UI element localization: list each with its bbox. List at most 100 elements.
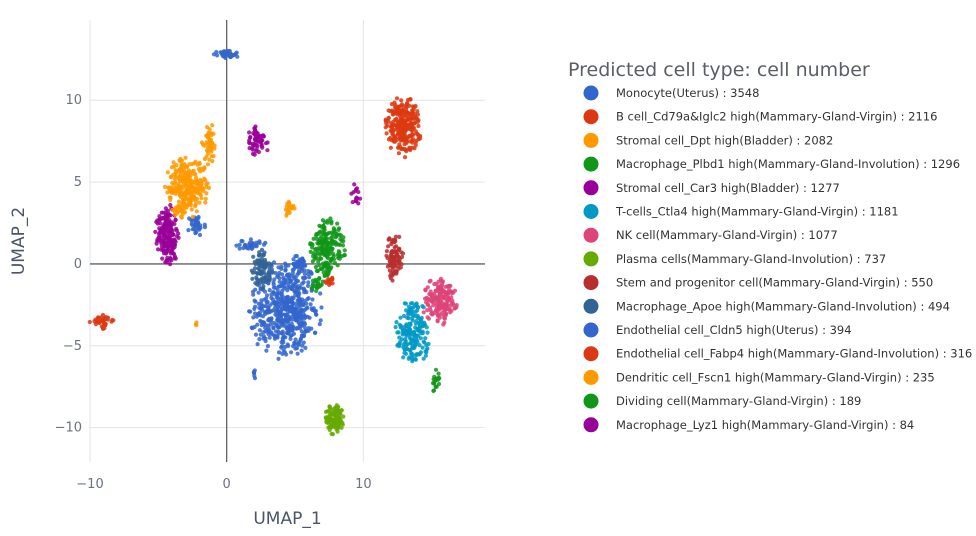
data-point [197, 160, 202, 165]
data-point [284, 352, 289, 357]
data-point [333, 419, 338, 424]
data-point [202, 143, 207, 148]
data-point [308, 302, 313, 307]
y-tick-label: −5 [63, 339, 82, 354]
data-point [167, 229, 172, 234]
legend-item[interactable]: Stromal cell_Dpt high(Bladder) : 2082 [583, 132, 834, 148]
data-point [391, 127, 396, 132]
data-point [334, 414, 339, 419]
legend-item[interactable]: T-cells_Ctla4 high(Mammary-Gland-Virgin)… [583, 204, 899, 219]
data-point [178, 156, 183, 162]
data-point [390, 273, 395, 278]
data-point [425, 346, 430, 351]
legend-marker [583, 227, 599, 243]
legend-item[interactable]: Monocyte(Uterus) : 3548 [583, 85, 760, 101]
data-point [317, 322, 322, 327]
data-point [384, 249, 389, 254]
data-point [257, 240, 262, 245]
data-point [403, 136, 408, 141]
data-point [265, 310, 270, 315]
data-point [109, 319, 114, 324]
data-point [308, 269, 313, 274]
data-point [174, 187, 179, 192]
data-point [251, 315, 256, 320]
series-7-points [323, 403, 346, 437]
legend-item[interactable]: Dividing cell(Mammary-Gland-Virgin) : 18… [583, 393, 862, 409]
legend-item[interactable]: Stem and progenitor cell(Mammary-Gland-V… [583, 275, 934, 291]
data-point [433, 367, 439, 372]
data-point [153, 229, 158, 234]
legend-item[interactable]: Endothelial cell_Fabp4 high(Mammary-Glan… [583, 346, 973, 362]
data-point [327, 424, 332, 429]
legend: Monocyte(Uterus) : 3548 B cell_Cd79a&Iglc… [583, 85, 973, 433]
legend-label: Endothelial cell_Cldn5 high(Uterus) : 39… [616, 323, 852, 337]
data-point [261, 336, 266, 341]
grid-lines [89, 20, 485, 462]
data-point [172, 176, 177, 181]
data-point [314, 288, 319, 294]
data-point [425, 308, 430, 313]
data-point [290, 314, 295, 319]
legend-label: NK cell(Mammary-Gland-Virgin) : 1077 [616, 228, 838, 242]
data-point [204, 154, 209, 159]
data-point [275, 274, 280, 279]
data-point [386, 108, 391, 113]
data-point [271, 325, 276, 330]
legend-item[interactable]: Plasma cells(Mammary-Gland-Involution) :… [583, 251, 887, 267]
data-point [423, 336, 428, 341]
data-point [389, 108, 394, 113]
data-point [337, 226, 342, 231]
data-point [164, 240, 170, 245]
data-point [401, 313, 407, 319]
legend-item[interactable]: Stromal cell_Car3 high(Bladder) : 1277 [583, 180, 840, 196]
data-point [193, 186, 198, 191]
legend-item[interactable]: Macrophage_Plbd1 high(Mammary-Gland-Invo… [583, 156, 961, 172]
data-point [228, 52, 233, 57]
data-point [190, 169, 195, 174]
data-point [291, 324, 296, 329]
data-point [411, 305, 416, 310]
data-point [295, 351, 300, 356]
data-point [335, 263, 340, 268]
data-point [413, 325, 418, 330]
data-point [294, 326, 299, 331]
data-point [183, 155, 188, 160]
data-point [204, 191, 209, 196]
data-point [188, 173, 193, 178]
zero-lines [90, 20, 485, 462]
legend-marker [583, 180, 599, 196]
data-point [414, 301, 419, 306]
data-point [352, 182, 357, 187]
data-point [440, 287, 445, 292]
data-point [285, 342, 290, 347]
data-point [289, 295, 294, 300]
data-point [421, 356, 426, 361]
legend-item[interactable]: B cell_Cd79a&Iglc2 high(Mammary-Gland-Vi… [583, 109, 938, 125]
data-point [448, 289, 453, 294]
data-point [165, 170, 170, 175]
legend-item[interactable]: Macrophage_Apoe high(Mammary-Gland-Invol… [583, 298, 950, 314]
data-point [401, 109, 407, 114]
data-point [171, 251, 176, 256]
data-point [255, 258, 260, 263]
data-point [198, 223, 203, 228]
data-point [301, 340, 306, 345]
data-point [321, 270, 326, 275]
x-tick-label: −10 [76, 477, 103, 492]
data-point [250, 276, 255, 281]
data-point [187, 184, 192, 189]
data-point [338, 410, 343, 416]
legend-label: Stem and progenitor cell(Mammary-Gland-V… [616, 276, 933, 290]
data-point [402, 142, 407, 147]
data-point [390, 132, 395, 137]
legend-item[interactable]: Macrophage_Lyz1 high(Mammary-Gland-Virgi… [583, 417, 915, 433]
data-point [420, 331, 425, 336]
data-point [159, 244, 164, 249]
data-point [279, 283, 285, 288]
legend-item[interactable]: Endothelial cell_Cldn5 high(Uterus) : 39… [583, 322, 852, 338]
legend-item[interactable]: Dendritic cell_Fscn1 high(Mammary-Gland-… [583, 369, 935, 385]
legend-item[interactable]: NK cell(Mammary-Gland-Virgin) : 1077 [583, 227, 838, 243]
data-point [290, 267, 295, 272]
data-point [408, 133, 413, 138]
data-point [261, 330, 266, 335]
